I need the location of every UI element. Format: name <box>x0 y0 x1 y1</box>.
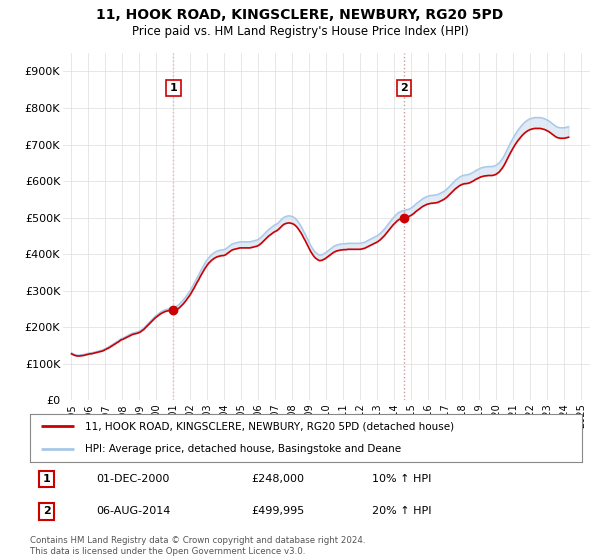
Text: £248,000: £248,000 <box>251 474 304 484</box>
Text: 20% ↑ HPI: 20% ↑ HPI <box>372 506 432 516</box>
Text: 1: 1 <box>43 474 50 484</box>
Text: 2: 2 <box>43 506 50 516</box>
Text: Contains HM Land Registry data © Crown copyright and database right 2024.
This d: Contains HM Land Registry data © Crown c… <box>30 536 365 556</box>
Text: Price paid vs. HM Land Registry's House Price Index (HPI): Price paid vs. HM Land Registry's House … <box>131 25 469 38</box>
Text: 1: 1 <box>170 83 178 93</box>
Text: £499,995: £499,995 <box>251 506 304 516</box>
Text: 10% ↑ HPI: 10% ↑ HPI <box>372 474 431 484</box>
Text: 11, HOOK ROAD, KINGSCLERE, NEWBURY, RG20 5PD: 11, HOOK ROAD, KINGSCLERE, NEWBURY, RG20… <box>97 8 503 22</box>
Text: 11, HOOK ROAD, KINGSCLERE, NEWBURY, RG20 5PD (detached house): 11, HOOK ROAD, KINGSCLERE, NEWBURY, RG20… <box>85 421 454 431</box>
Text: 01-DEC-2000: 01-DEC-2000 <box>96 474 170 484</box>
Text: 2: 2 <box>400 83 408 93</box>
Text: HPI: Average price, detached house, Basingstoke and Deane: HPI: Average price, detached house, Basi… <box>85 444 401 454</box>
Text: 06-AUG-2014: 06-AUG-2014 <box>96 506 170 516</box>
